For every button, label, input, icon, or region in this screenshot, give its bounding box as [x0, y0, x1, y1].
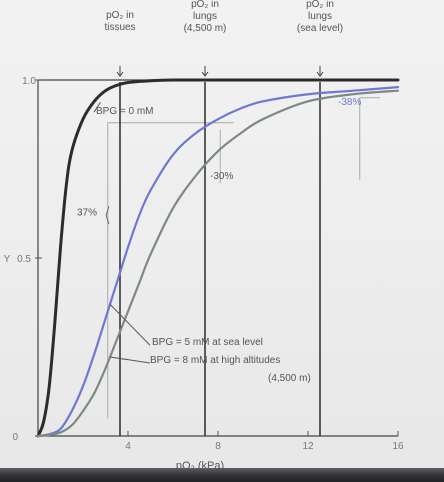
y-tick-label-1: 0.5: [17, 254, 31, 265]
annotation-leader-bpg0: [93, 101, 101, 113]
series-curve-1: [36, 86, 400, 438]
reference-label-2-1: lungs: [308, 11, 332, 22]
x-tick-label-1: 8: [215, 441, 221, 452]
annotation-altitude: (4,500 m): [268, 373, 311, 384]
series-group: [36, 78, 400, 438]
reference-arrow-2: [316, 66, 324, 77]
plot-frame: [37, 79, 398, 437]
annotation-37: 37%: [77, 207, 97, 218]
y-tick-label-2: 1.0: [22, 76, 36, 87]
series-curve-2: [36, 89, 400, 438]
reference-label-2-2: (sea level): [297, 23, 343, 34]
plot-axes: [37, 79, 398, 437]
reference-arrow-1: [201, 66, 209, 77]
annotation-37-marker: [105, 206, 110, 225]
guide-bracket-right: [359, 97, 380, 180]
y-tick-label-0: 0: [12, 432, 18, 443]
annotation-minus-30: -30%: [210, 171, 233, 182]
reference-label-0-1: tissues: [104, 22, 135, 33]
reference-label-1-2: (4,500 m): [184, 23, 227, 34]
reference-label-1-1: lungs: [193, 11, 217, 22]
guide-bracket-left: [107, 122, 234, 419]
annotation-leader-bpg5: [109, 303, 151, 346]
series-curve-0: [36, 78, 400, 438]
annotation-bpg-0: BPG = 0 mM: [96, 106, 154, 117]
annotation-bpg-5: BPG = 5 mM at sea level: [152, 337, 263, 348]
reference-arrow-0: [116, 66, 124, 77]
annotation-bpg-8: BPG = 8 mM at high altitudes: [150, 355, 280, 366]
annotation-leader-bpg8: [109, 356, 151, 364]
reference-label-2-0: pO₂ in: [306, 0, 334, 10]
screen-bottom-edge: [0, 468, 444, 482]
reference-label-0-0: pO₂ in: [106, 10, 134, 21]
x-tick-label-3: 16: [392, 441, 404, 452]
x-tick-label-0: 4: [125, 441, 131, 452]
y-axis-partial-label: Y: [4, 254, 11, 265]
annotation-labels: BPG = 0 mM -30% 37% -38% BPG = 5 mM at sea l…: [77, 97, 361, 384]
x-tick-label-2: 12: [302, 441, 314, 452]
annotation-minus-38: -38%: [338, 97, 361, 108]
reference-label-1-0: pO₂ in: [191, 0, 219, 10]
